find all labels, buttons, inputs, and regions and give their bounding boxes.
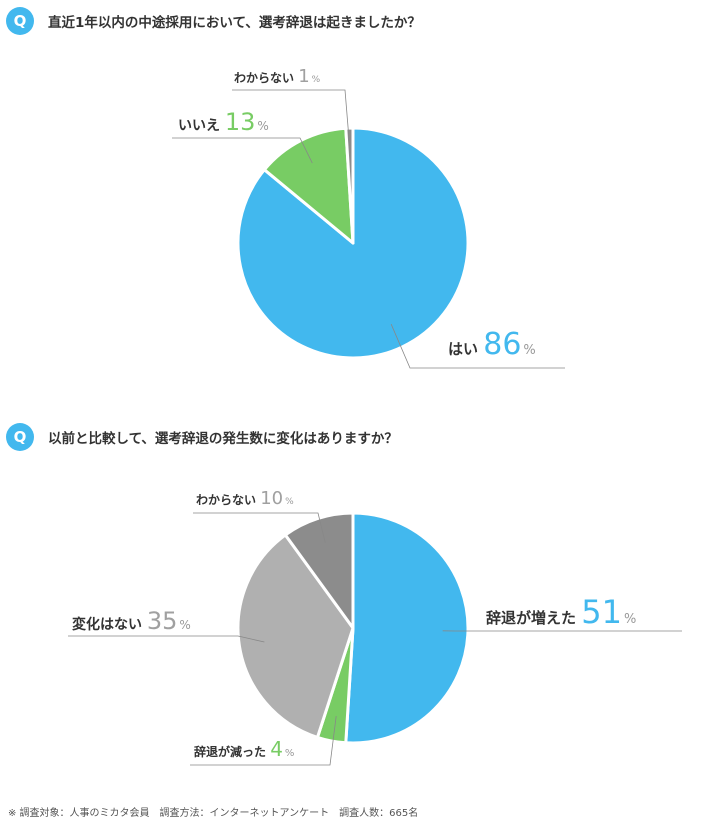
pie-slice-1 <box>262 126 355 245</box>
slice-label-text: わからない 1% <box>234 66 321 87</box>
slice-category: わからない <box>234 71 298 85</box>
slice-category: はい <box>448 340 483 358</box>
pie-slice-0 <box>344 511 470 745</box>
question-badge: Q <box>6 7 34 35</box>
slice-unit: % <box>257 119 268 133</box>
leader-line <box>390 324 565 369</box>
slice-category: 辞退が減った <box>194 744 270 759</box>
slice-label-text: わからない 10% <box>196 488 294 509</box>
pie-chart-2: 辞退が増えた 51 %辞退が減った 4 %変化はない 35 %わからない 10% <box>68 488 682 766</box>
survey-footnote: ※ 調査対象：人事のミカタ会員 調査方法：インターネットアンケート 調査人数：6… <box>8 808 419 819</box>
leader-line <box>193 512 326 543</box>
pie-slice-2 <box>236 533 355 739</box>
slice-label-0: はい 86% <box>390 324 565 369</box>
pie-slices <box>236 126 470 360</box>
leader-line <box>232 89 351 154</box>
slice-value: 4 <box>270 737 283 761</box>
slice-category: いいえ <box>178 118 225 134</box>
slice-value: 10 <box>260 488 283 509</box>
slice-label-0: 辞退が増えた 51% <box>442 593 682 632</box>
slice-unit: % <box>523 343 535 358</box>
slice-unit: % <box>624 612 636 627</box>
question-badge: Q <box>6 423 34 451</box>
slice-category: 変化はない <box>72 616 147 633</box>
pie-slice-3 <box>283 511 355 630</box>
slice-unit: % <box>285 497 294 507</box>
question-1: Q 直近1年以内の中途採用において、選考辞退は起きましたか？ <box>6 7 421 35</box>
slice-label-1: いいえ 13% <box>172 108 313 164</box>
question-text: 以前と比較して、選考辞退の発生数に変化はありますか？ <box>48 431 398 447</box>
slice-label-text: いいえ 13% <box>178 108 269 136</box>
slice-value: 13 <box>225 108 256 136</box>
slice-label-3: わからない 10% <box>193 488 326 543</box>
slice-label-text: 辞退が減った 4% <box>194 737 294 761</box>
slice-label-2: わからない 1% <box>232 66 351 154</box>
slice-value: 86 <box>483 327 521 362</box>
pie-slice-2 <box>344 126 355 245</box>
slice-label-text: 変化はない 35% <box>72 607 191 635</box>
leader-line <box>68 635 265 643</box>
slice-category: 辞退が増えた <box>486 609 581 627</box>
leader-line <box>190 716 337 766</box>
slice-label-text: はい 86% <box>448 327 536 362</box>
pie-chart-1: はい 86 %いいえ 13 %わからない 1% <box>172 66 565 369</box>
slice-category: わからない <box>196 493 260 507</box>
slice-label-2: 変化はない 35% <box>68 607 265 643</box>
slice-label-1: 辞退が減った 4% <box>190 716 337 766</box>
slice-value: 35 <box>147 607 178 635</box>
slice-unit: % <box>312 75 321 85</box>
leader-line <box>172 137 313 164</box>
slice-unit: % <box>179 618 190 632</box>
question-text: 直近1年以内の中途採用において、選考辞退は起きましたか？ <box>48 15 421 31</box>
question-2: Q 以前と比較して、選考辞退の発生数に変化はありますか？ <box>6 423 398 451</box>
slice-label-text: 辞退が増えた 51% <box>486 593 636 631</box>
slice-value: 51 <box>581 593 622 631</box>
slice-unit: % <box>285 748 295 759</box>
pie-slices <box>236 511 470 745</box>
slice-value: 1 <box>298 66 309 87</box>
